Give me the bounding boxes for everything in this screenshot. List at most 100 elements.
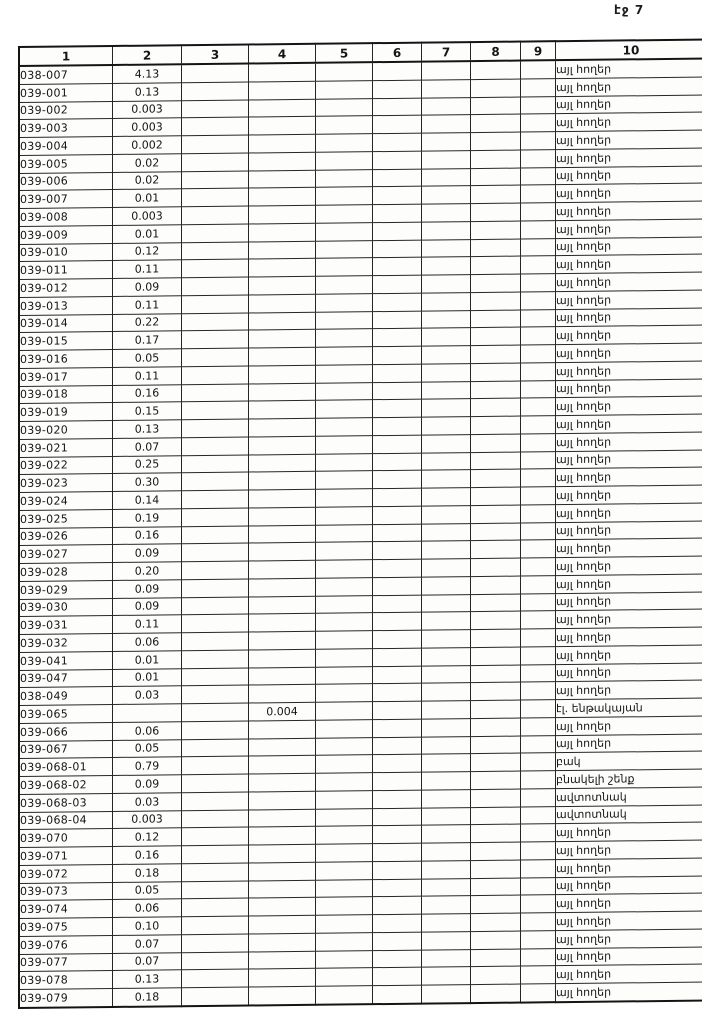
parcel-code-cell: 039-011 xyxy=(19,260,113,280)
area-value-cell: 0.20 xyxy=(112,561,182,581)
land-use-cell: այլ հողեր xyxy=(555,467,702,487)
empty-cell xyxy=(470,433,521,453)
area-value-cell: 0.03 xyxy=(112,685,182,705)
empty-cell xyxy=(372,417,422,436)
land-use-cell: այլ հողեր xyxy=(555,502,702,523)
empty-cell xyxy=(181,951,249,970)
empty-cell xyxy=(181,63,249,83)
parcel-code-cell: 039-071 xyxy=(19,846,113,866)
land-use-cell: այլ հողեր xyxy=(555,272,702,292)
empty-cell xyxy=(520,504,556,523)
empty-cell xyxy=(372,701,422,720)
parcel-code-cell: 039-068-02 xyxy=(19,775,113,795)
col4-value-cell xyxy=(248,791,316,810)
col4-value-cell xyxy=(248,311,316,331)
parcel-code-cell: 039-018 xyxy=(19,384,113,404)
empty-cell xyxy=(181,862,249,882)
area-value-cell: 0.003 xyxy=(112,100,182,119)
empty-cell xyxy=(520,220,556,239)
empty-cell xyxy=(372,878,422,897)
empty-cell xyxy=(421,203,471,222)
col4-value-cell: 0.004 xyxy=(248,702,316,721)
empty-cell xyxy=(520,291,556,310)
area-value-cell: 0.07 xyxy=(112,952,182,971)
empty-cell xyxy=(315,719,373,738)
parcel-code-cell: 038-007 xyxy=(19,64,113,85)
col4-value-cell xyxy=(248,400,316,420)
area-value-cell: 0.25 xyxy=(112,455,182,474)
empty-cell xyxy=(315,754,373,774)
parcel-code-cell: 039-022 xyxy=(19,455,113,475)
land-use-cell: այլ հողեր xyxy=(555,165,702,185)
area-value-cell xyxy=(112,703,182,723)
col4-value-cell xyxy=(248,347,316,366)
area-value-cell: 0.09 xyxy=(112,277,182,297)
empty-cell xyxy=(315,950,373,969)
area-value-cell: 0.06 xyxy=(112,898,182,918)
area-value-cell: 0.15 xyxy=(112,401,182,421)
empty-cell xyxy=(470,522,521,541)
empty-cell xyxy=(470,78,521,98)
empty-cell xyxy=(421,860,471,879)
parcel-code-cell: 039-070 xyxy=(19,828,113,848)
parcel-code-cell: 039-075 xyxy=(19,917,113,937)
empty-cell xyxy=(372,186,422,205)
empty-cell xyxy=(421,469,471,489)
empty-cell xyxy=(181,774,249,793)
col4-value-cell xyxy=(248,755,316,775)
column-header: 3 xyxy=(181,44,249,65)
area-value-cell: 0.07 xyxy=(112,934,182,953)
empty-cell xyxy=(470,842,521,861)
empty-cell xyxy=(372,168,422,187)
empty-cell xyxy=(520,486,556,505)
empty-cell xyxy=(372,967,422,986)
col4-value-cell xyxy=(248,365,316,384)
empty-cell xyxy=(181,685,249,704)
empty-cell xyxy=(520,699,556,718)
empty-cell xyxy=(421,966,471,986)
col4-value-cell xyxy=(248,844,316,863)
empty-cell xyxy=(372,754,422,773)
empty-cell xyxy=(372,789,422,809)
empty-cell xyxy=(181,312,249,331)
col4-value-cell xyxy=(248,418,316,437)
col4-value-cell xyxy=(248,116,316,136)
land-use-cell: այլ հողեր xyxy=(555,343,702,363)
parcel-code-cell: 039-029 xyxy=(19,580,113,599)
empty-cell xyxy=(181,99,249,118)
empty-cell xyxy=(372,97,422,116)
parcel-code-cell: 039-032 xyxy=(19,633,113,653)
parcel-code-cell: 039-016 xyxy=(19,349,113,369)
empty-cell xyxy=(421,79,471,98)
empty-cell xyxy=(181,348,249,367)
empty-cell xyxy=(372,363,422,383)
land-use-cell: այլ հողեր xyxy=(555,254,702,274)
land-use-cell: այլ հողեր xyxy=(555,911,702,931)
empty-cell xyxy=(372,292,422,312)
area-value-cell: 0.16 xyxy=(112,384,182,403)
empty-cell xyxy=(181,987,249,1006)
empty-cell xyxy=(470,469,521,488)
empty-cell xyxy=(181,436,249,456)
empty-cell xyxy=(470,256,521,275)
empty-cell xyxy=(520,788,556,807)
land-use-cell: այլ հողեր xyxy=(555,414,702,434)
empty-cell xyxy=(181,933,249,953)
empty-cell xyxy=(520,522,556,541)
empty-cell xyxy=(421,239,471,258)
land-use-cell: այլ հողեր xyxy=(555,928,702,949)
empty-cell xyxy=(470,806,521,825)
empty-cell xyxy=(181,703,249,722)
empty-cell xyxy=(520,149,556,168)
empty-cell xyxy=(315,683,373,703)
area-value-cell: 0.16 xyxy=(112,526,182,545)
empty-cell xyxy=(421,185,471,205)
land-use-cell: այլ հողեր xyxy=(555,893,702,913)
empty-cell xyxy=(421,487,471,506)
empty-cell xyxy=(372,594,422,613)
area-value-cell: 0.18 xyxy=(112,863,182,882)
land-use-cell: այլ հողեր xyxy=(555,112,702,132)
empty-cell xyxy=(181,419,249,438)
empty-cell xyxy=(520,60,556,79)
empty-cell xyxy=(372,505,422,525)
